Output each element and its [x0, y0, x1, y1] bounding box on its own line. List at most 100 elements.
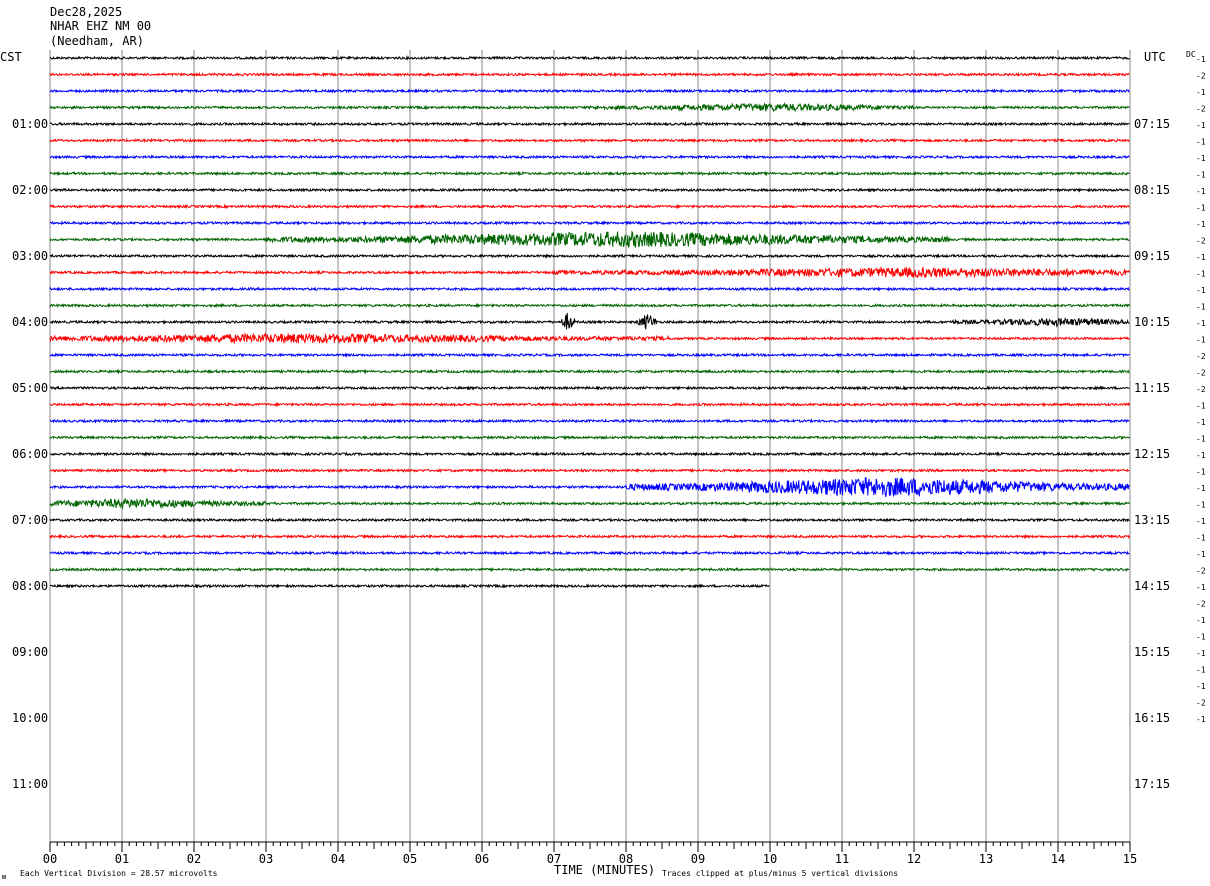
trace-row-6: [49, 154, 1130, 160]
cst-hour-label: 01:00: [12, 117, 48, 131]
dc-offset-label: -1: [1196, 484, 1206, 493]
dc-offset-label: -1: [1196, 220, 1206, 229]
dc-offset-label: -1: [1196, 88, 1206, 97]
trace-row-2: [49, 88, 1130, 94]
x-tick-label: 00: [43, 852, 57, 866]
trace-row-7: [49, 170, 1130, 177]
x-tick-label: 06: [475, 852, 489, 866]
trace-row-23: [49, 434, 1130, 441]
trace-row-16: [49, 312, 1130, 330]
utc-hour-label: 08:15: [1134, 183, 1170, 197]
trace-row-32: [49, 583, 770, 589]
dc-offset-label: -2: [1196, 567, 1206, 576]
location-label: (Needham, AR): [50, 34, 144, 48]
utc-hour-label: 10:15: [1134, 315, 1170, 329]
scale-note: Each Vertical Division = 28.57 microvolt…: [20, 869, 218, 878]
x-tick-label: 12: [907, 852, 921, 866]
trace-row-14: [49, 286, 1130, 292]
cst-hour-label: 08:00: [12, 579, 48, 593]
cst-hour-label: 04:00: [12, 315, 48, 329]
trace-row-8: [49, 187, 1130, 193]
dc-offset-label: -1: [1196, 501, 1206, 510]
dc-offset-label: -2: [1196, 352, 1206, 361]
x-tick-label: 01: [115, 852, 129, 866]
trace-row-29: [49, 533, 1130, 540]
cst-hour-label: 09:00: [12, 645, 48, 659]
utc-hour-label: 14:15: [1134, 579, 1170, 593]
dc-offset-label: -1: [1196, 715, 1206, 724]
utc-hour-label: 16:15: [1134, 711, 1170, 725]
dc-offset-label: -2: [1196, 385, 1206, 394]
dc-offset-label: -1: [1196, 336, 1206, 345]
dc-offset-label: -1: [1196, 187, 1206, 196]
utc-hour-label: 09:15: [1134, 249, 1170, 263]
trace-row-27: [49, 497, 1130, 510]
dc-label: DC: [1186, 50, 1196, 59]
trace-row-9: [49, 203, 1130, 210]
dc-offset-label: -1: [1196, 451, 1206, 460]
utc-hour-label: 07:15: [1134, 117, 1170, 131]
dc-offset-label: -2: [1196, 699, 1206, 708]
dc-offset-label: -1: [1196, 121, 1206, 130]
cst-hour-label: 06:00: [12, 447, 48, 461]
dc-offset-label: -1: [1196, 303, 1206, 312]
dc-offset-label: -1: [1196, 666, 1206, 675]
dc-offset-label: -1: [1196, 550, 1206, 559]
trace-row-1: [49, 71, 1130, 78]
trace-row-19: [49, 368, 1130, 375]
x-tick-label: 15: [1123, 852, 1137, 866]
dc-offset-label: -1: [1196, 319, 1206, 328]
x-tick-label: 03: [259, 852, 273, 866]
trace-row-30: [49, 550, 1130, 556]
trace-row-15: [49, 302, 1130, 309]
x-tick-label: 11: [835, 852, 849, 866]
corner-mark: ᴍ: [2, 873, 6, 881]
trace-row-4: [49, 121, 1130, 127]
trace-row-13: [49, 266, 1130, 279]
dc-offset-label: -1: [1196, 435, 1206, 444]
x-axis-title: TIME (MINUTES): [554, 863, 655, 877]
minute-gridlines: [49, 50, 1131, 842]
dc-offset-label: -1: [1196, 286, 1206, 295]
utc-hour-label: 17:15: [1134, 777, 1170, 791]
dc-offset-label: -2: [1196, 369, 1206, 378]
dc-offset-label: -1: [1196, 583, 1206, 592]
dc-offset-label: -1: [1196, 534, 1206, 543]
trace-row-3: [49, 101, 1130, 113]
trace-row-21: [49, 401, 1130, 408]
trace-row-10: [49, 220, 1130, 226]
x-tick-label: 10: [763, 852, 777, 866]
trace-rows: [49, 55, 1130, 589]
dc-offset-label: -2: [1196, 105, 1206, 114]
trace-row-28: [49, 517, 1130, 523]
x-tick-label: 07: [547, 852, 561, 866]
x-tick-label: 04: [331, 852, 345, 866]
trace-row-11: [49, 230, 1130, 249]
trace-row-5: [49, 137, 1130, 144]
dc-offset-label: -1: [1196, 270, 1206, 279]
cst-hour-label: 03:00: [12, 249, 48, 263]
cst-hour-label: 11:00: [12, 777, 48, 791]
hour-labels: 01:00 02:00 03:00 04:00 05:00 06:00 07:00 08:00…: [12, 55, 1206, 791]
left-axis-label: CST: [0, 50, 22, 64]
dc-offset-label: -2: [1196, 600, 1206, 609]
dc-offset-label: -1: [1196, 55, 1206, 64]
trace-row-17: [49, 331, 1130, 345]
x-tick-label: 14: [1051, 852, 1065, 866]
dc-offset-label: -1: [1196, 204, 1206, 213]
utc-hour-label: 12:15: [1134, 447, 1170, 461]
cst-hour-label: 02:00: [12, 183, 48, 197]
cst-hour-label: 07:00: [12, 513, 48, 527]
trace-row-26: [49, 477, 1130, 498]
cst-hour-label: 10:00: [12, 711, 48, 725]
x-tick-label: 05: [403, 852, 417, 866]
trace-row-31: [49, 566, 1130, 573]
time-axis: 00 01 02 03 04 05 06 07 08 09 10 11 12 13 14 15: [43, 841, 1137, 866]
dc-offset-label: -1: [1196, 517, 1206, 526]
dc-offset-label: -1: [1196, 171, 1206, 180]
dc-offset-label: -1: [1196, 138, 1206, 147]
dc-offset-label: -1: [1196, 682, 1206, 691]
x-tick-label: 09: [691, 852, 705, 866]
utc-hour-label: 15:15: [1134, 645, 1170, 659]
